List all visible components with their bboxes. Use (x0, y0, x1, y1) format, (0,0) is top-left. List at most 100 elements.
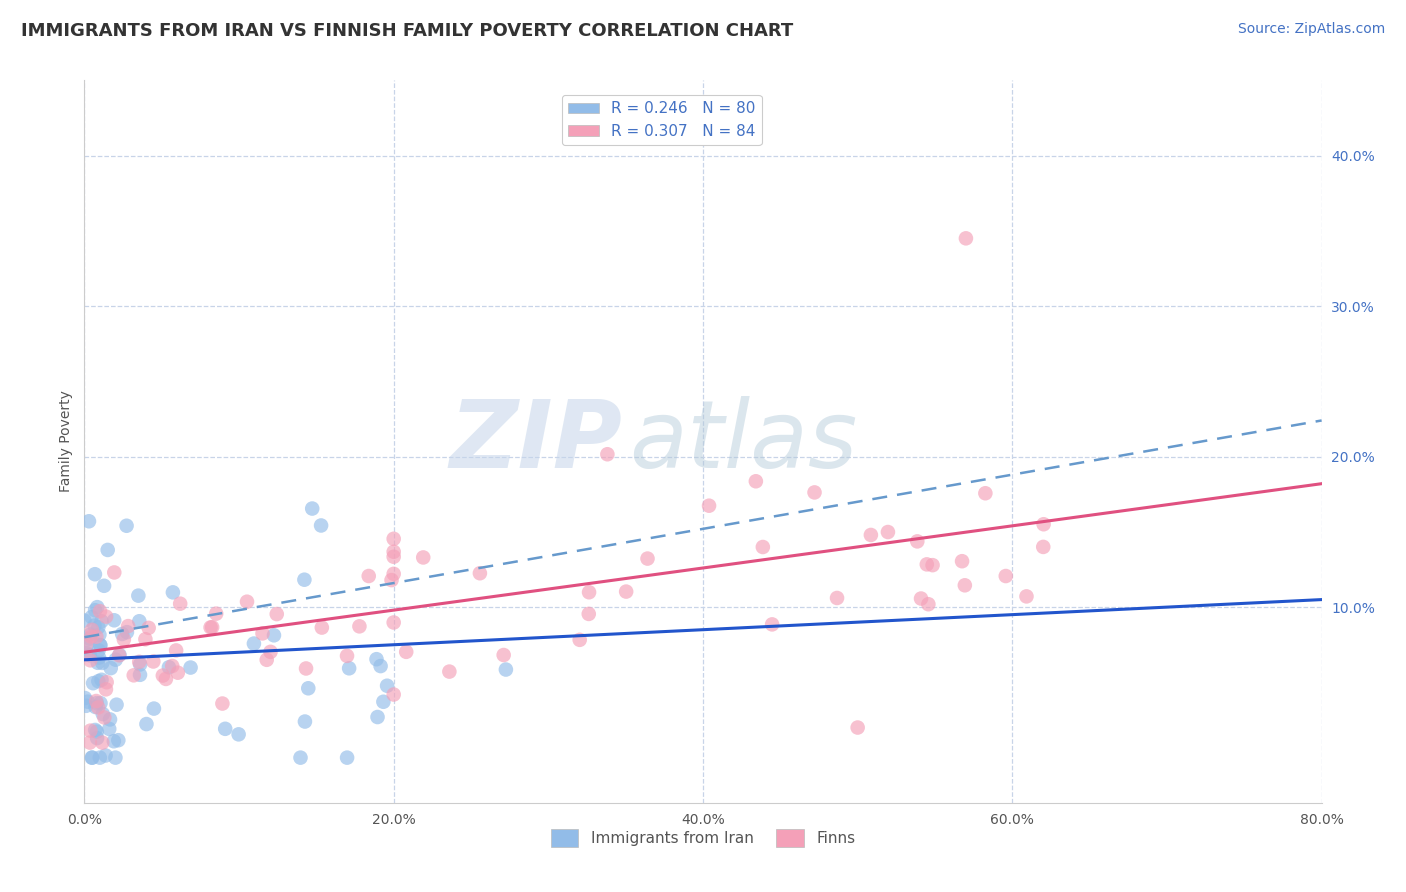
Point (75, 638, 97, 652)
Point (122, 668, 145, 682)
Point (91, 735, 114, 749)
Point (79, 653, 101, 667)
Point (79, 627, 101, 641)
Point (382, 615, 405, 630)
Point (169, 597, 191, 611)
Point (104, 750, 127, 764)
Point (336, 750, 359, 764)
Point (301, 501, 323, 516)
Point (105, 698, 128, 712)
Point (79, 723, 101, 738)
Point (297, 681, 319, 696)
Point (228, 727, 250, 741)
Point (337, 661, 360, 675)
Point (107, 733, 129, 747)
Point (77, 514, 100, 528)
Point (86, 600, 108, 615)
Point (98, 722, 121, 736)
Point (79, 648, 101, 663)
Point (236, 595, 259, 609)
Point (87, 650, 110, 665)
Point (370, 659, 392, 673)
Point (492, 648, 515, 662)
Point (366, 652, 388, 666)
Point (349, 619, 371, 633)
Point (115, 625, 138, 640)
Point (87, 620, 110, 634)
Text: atlas: atlas (628, 396, 858, 487)
Point (915, 558, 938, 572)
Point (412, 550, 434, 565)
Point (84, 567, 107, 582)
Point (138, 621, 160, 635)
Point (104, 653, 127, 667)
Point (266, 607, 288, 621)
Point (468, 566, 491, 581)
Point (637, 551, 659, 566)
Point (129, 668, 152, 682)
Point (89, 638, 111, 652)
Point (375, 679, 398, 693)
Point (877, 524, 900, 539)
Point (103, 566, 125, 580)
Point (162, 585, 184, 599)
Point (79, 735, 101, 749)
Point (256, 653, 278, 667)
Point (859, 528, 882, 542)
Point (157, 660, 180, 674)
Point (974, 486, 997, 500)
Text: Source: ZipAtlas.com: Source: ZipAtlas.com (1237, 22, 1385, 37)
Point (205, 607, 228, 621)
Point (152, 668, 174, 682)
Y-axis label: Family Poverty: Family Poverty (59, 391, 73, 492)
Point (752, 540, 775, 554)
Point (96, 675, 118, 690)
Point (103, 613, 125, 627)
Point (295, 661, 318, 675)
Point (614, 584, 637, 599)
Point (98, 713, 121, 727)
Point (1032, 540, 1054, 554)
Point (97, 543, 120, 558)
Point (93, 579, 115, 593)
Point (311, 621, 333, 635)
Point (111, 627, 134, 641)
Point (263, 628, 285, 642)
Point (94, 748, 117, 763)
Point (395, 645, 418, 659)
Point (142, 701, 165, 715)
Point (84, 700, 107, 714)
Point (108, 648, 131, 662)
Point (180, 660, 202, 674)
Point (292, 573, 315, 587)
Point (201, 620, 224, 634)
Point (578, 607, 600, 621)
Point (160, 659, 183, 673)
Point (382, 545, 405, 559)
Point (90, 673, 112, 687)
Point (439, 665, 461, 679)
Point (382, 566, 405, 581)
Point (290, 750, 312, 764)
Point (82, 750, 104, 764)
Point (87, 700, 110, 714)
Point (82, 676, 104, 690)
Point (917, 597, 939, 611)
Point (825, 591, 848, 605)
Point (568, 632, 591, 647)
Point (596, 447, 619, 461)
Point (91, 656, 114, 670)
Point (214, 722, 236, 736)
Point (73, 614, 96, 628)
Point (94, 609, 117, 624)
Point (76, 695, 98, 709)
Point (294, 714, 316, 729)
Point (135, 717, 157, 731)
Point (91, 707, 114, 722)
Point (84, 723, 107, 737)
Point (155, 672, 177, 686)
Point (128, 655, 150, 669)
Point (117, 619, 139, 633)
Point (953, 578, 976, 592)
Point (367, 710, 389, 724)
